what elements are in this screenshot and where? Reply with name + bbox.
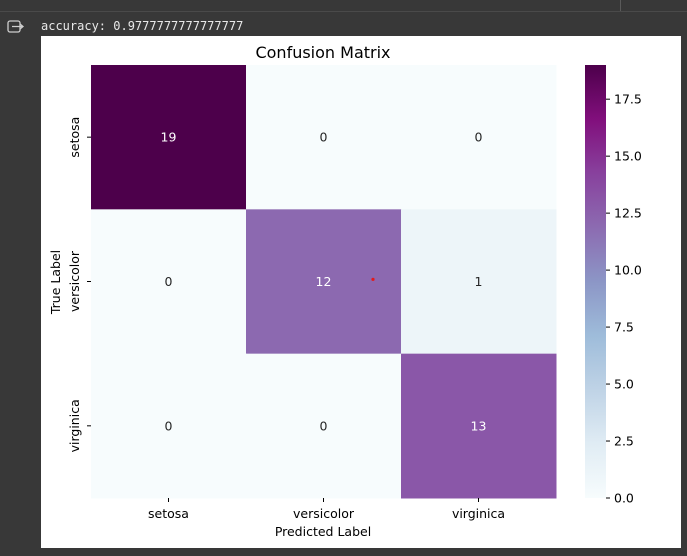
heatmap-cell-2-1 [246, 353, 402, 499]
cell-value-label: 13 [471, 418, 487, 433]
heatmap-cell-1-2 [401, 209, 557, 355]
y-tick-label-versicolor: versicolor [67, 250, 82, 312]
heatmap-cell-0-0 [91, 65, 247, 210]
heatmap-cell-1-1 [246, 209, 402, 355]
colorbar-tick-label: 12.5 [614, 206, 642, 221]
output-redirect-icon[interactable] [6, 18, 26, 36]
colorbar-tick-label: 17.5 [614, 92, 642, 107]
y-axis-label: True Label [48, 250, 63, 315]
cell-value-label: 12 [316, 274, 332, 289]
colorbar-tick-label: 0.0 [614, 491, 634, 506]
y-tick-label-setosa: setosa [67, 117, 82, 158]
confusion-matrix-figure: Confusion Matrix 19 0 0 0 12 1 0 0 13 setosa vers… [41, 36, 681, 548]
cell-value-label: 0 [320, 418, 328, 433]
cell-output-text: accuracy: 0.9777777777777777 [41, 19, 244, 33]
heatmap-cell-1-0 [91, 209, 247, 355]
x-axis-label: Predicted Label [275, 524, 371, 539]
x-tick-label-versicolor: versicolor [293, 506, 355, 521]
y-tick-label-virginica: virginica [67, 399, 82, 452]
top-bar-divider [620, 0, 621, 11]
colorbar [585, 65, 606, 498]
heatmap-cell-0-2 [401, 65, 557, 210]
x-tick-label-virginica: virginica [452, 506, 505, 521]
colorbar-tick-label: 7.5 [614, 320, 634, 335]
x-tick-label-setosa: setosa [148, 506, 189, 521]
top-bar [0, 0, 687, 12]
cell-value-label: 0 [165, 274, 173, 289]
cell-value-label: 0 [475, 130, 483, 145]
colorbar-tick-label: 15.0 [614, 149, 642, 164]
heatmap-cell-2-0 [91, 353, 247, 499]
colorbar-tick-label: 2.5 [614, 434, 634, 449]
cell-value-label: 0 [165, 418, 173, 433]
chart-title: Confusion Matrix [255, 43, 390, 62]
heatmap-cell-0-1 [246, 65, 402, 210]
colorbar-tick-label: 5.0 [614, 377, 634, 392]
heatmap-cell-2-2 [401, 353, 557, 499]
confusion-matrix-chart: Confusion Matrix 19 0 0 0 12 1 0 0 13 setosa vers… [48, 43, 642, 539]
cell-value-label: 1 [475, 274, 483, 289]
red-marker-dot [371, 277, 375, 281]
cell-value-label: 0 [320, 130, 328, 145]
cell-value-label: 19 [161, 130, 177, 145]
colorbar-tick-label: 10.0 [614, 263, 642, 278]
